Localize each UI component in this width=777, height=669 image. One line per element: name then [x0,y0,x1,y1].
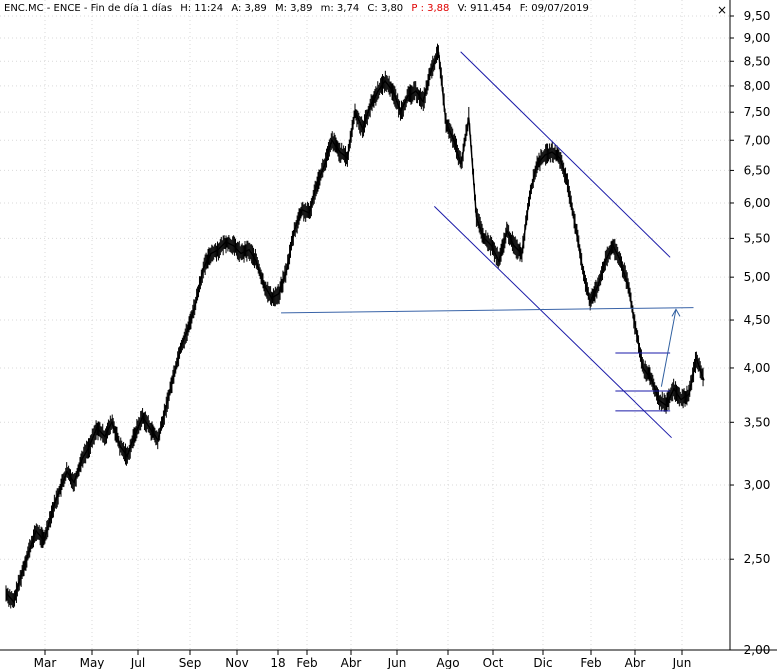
price-series [5,43,705,609]
header-symbol: ENC.MC - ENCE - Fin de día 1 días [4,2,172,14]
svg-text:ENC.MC - ENCE - Fin de día 1 d: ENC.MC - ENCE - Fin de día 1 días H: 11:… [4,2,589,14]
header-high: H: 11:24 [180,3,223,14]
y-tick-label: 6,50 [744,163,771,177]
trendline-range-arrow[interactable] [660,309,677,387]
y-tick-label: 8,00 [744,79,771,93]
y-tick-label: 6,00 [744,196,771,210]
y-tick-label: 4,50 [744,313,771,327]
close-x-icon[interactable]: × [717,3,727,17]
header-price: P : 3,88 [411,3,449,14]
y-tick-label: 9,00 [744,31,771,45]
x-tick-label: Abr [341,656,362,669]
svg-text:×: × [717,3,727,17]
x-tick-label: 18 [270,656,285,669]
x-tick-label: Nov [225,656,248,669]
x-tick-label: May [80,656,105,669]
y-tick-label: 3,50 [744,415,771,429]
x-tick-label: Jun [672,656,692,669]
x-axis: Mar May Jul Sep Nov 18 Feb Abr Jun Ago Oct Dic Feb Ab… [34,650,692,669]
y-tick-label: 7,00 [744,133,771,147]
header-date: F: 09/07/2019 [520,3,589,14]
header-close: C: 3,80 [367,3,403,14]
y-tick-label: 2,50 [744,552,771,566]
y-tick-label: 5,50 [744,231,771,245]
x-tick-label: Feb [296,656,317,669]
header-max: M: 3,89 [275,3,312,14]
y-tick-label: 4,00 [744,361,771,375]
x-tick-label: Oct [483,656,504,669]
y-tick-label: 9,50 [744,9,771,23]
header-min: m: 3,74 [321,3,360,14]
x-tick-label: Mar [34,656,57,669]
header-volume: V: 911.454 [458,3,512,14]
x-tick-label: Abr [625,656,646,669]
y-axis: 9,50 9,00 8,50 8,00 7,50 7,00 6,50 6,00 5,50 5,00… [730,9,770,657]
x-tick-label: Dic [533,656,552,669]
trendline-lower-channel[interactable] [434,206,672,439]
trendline-layer [281,51,694,439]
x-tick-label: Jul [130,656,145,669]
x-tick-label: Feb [580,656,601,669]
y-tick-label: 7,50 [744,105,771,119]
x-tick-label: Ago [436,656,459,669]
header-open: A: 3,89 [231,3,266,14]
y-tick-label: 8,50 [744,54,771,68]
trendline-upper-channel[interactable] [460,51,671,258]
x-tick-label: Sep [179,656,202,669]
y-tick-label: 3,00 [744,478,771,492]
price-line [5,51,705,604]
y-tick-label: 5,00 [744,270,771,284]
chart-header: ENC.MC - ENCE - Fin de día 1 días H: 11:… [4,2,589,14]
trendline-support[interactable] [281,307,694,314]
target-arrowhead [671,308,681,317]
x-tick-label: Jun [387,656,407,669]
